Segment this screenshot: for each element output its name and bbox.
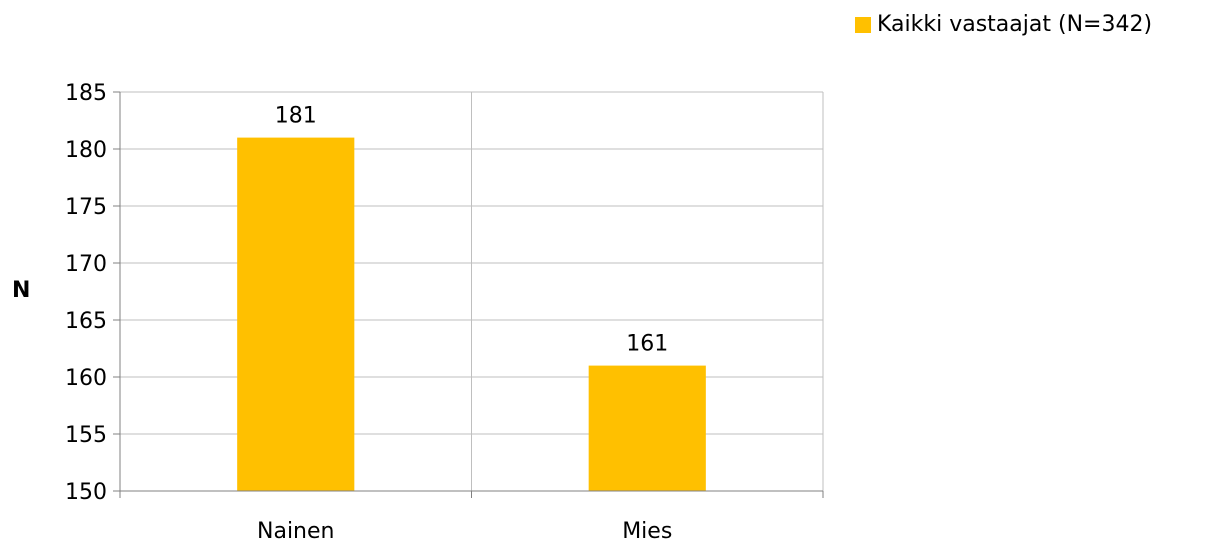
y-tick-label: 155	[65, 423, 107, 448]
legend: Kaikki vastaajat (N=342)	[855, 12, 1152, 37]
y-tick-label: 150	[65, 480, 107, 505]
y-axis-label: N	[12, 278, 31, 303]
bar-nainen	[237, 137, 355, 491]
axes	[113, 91, 824, 498]
x-tick-labels: Nainen Mies	[257, 519, 672, 539]
y-tick-labels: 150 155 160 165 170 175 180 185	[65, 81, 107, 505]
bars	[237, 137, 706, 491]
x-tick-label: Nainen	[257, 519, 334, 539]
y-tick-label: 175	[65, 195, 107, 220]
y-tick-label: 170	[65, 252, 107, 277]
legend-swatch	[855, 16, 871, 33]
y-tick-label: 160	[65, 366, 107, 391]
grid-lines	[120, 91, 824, 491]
y-tick-label: 165	[65, 309, 107, 334]
legend-label: Kaikki vastaajat (N=342)	[877, 12, 1153, 37]
y-tick-label: 180	[65, 138, 107, 163]
data-label: 161	[626, 332, 668, 357]
data-label: 181	[275, 104, 317, 129]
y-tick-label: 185	[65, 81, 107, 106]
data-labels: 181 161	[275, 104, 669, 357]
bar-mies	[588, 365, 706, 491]
x-tick-label: Mies	[622, 519, 672, 539]
